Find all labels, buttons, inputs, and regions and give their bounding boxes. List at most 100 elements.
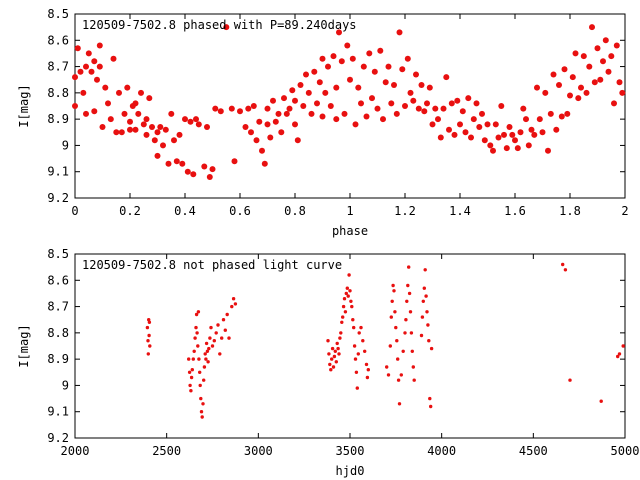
data-point xyxy=(563,268,568,272)
chart-title: 120509-7502.8 phased with P=89.240days xyxy=(82,18,357,32)
data-point xyxy=(396,378,401,382)
data-point xyxy=(202,378,206,382)
x-tick-label: 2 xyxy=(621,204,628,218)
y-tick-label: 8.9 xyxy=(47,352,69,366)
data-point xyxy=(221,318,226,322)
data-point xyxy=(184,168,191,175)
data-point xyxy=(227,336,231,340)
data-point xyxy=(406,283,410,288)
data-point xyxy=(617,352,622,356)
data-point xyxy=(451,131,458,138)
data-point xyxy=(250,103,257,109)
data-point xyxy=(470,116,477,123)
data-point xyxy=(338,336,342,340)
data-point xyxy=(371,68,378,75)
data-point xyxy=(143,116,150,123)
data-point xyxy=(369,95,375,102)
data-point xyxy=(316,79,323,86)
data-point xyxy=(118,129,125,136)
data-point xyxy=(340,320,344,324)
data-point xyxy=(481,137,488,144)
data-point xyxy=(168,110,175,117)
x-tick-label: 3500 xyxy=(336,444,365,458)
data-point xyxy=(146,352,150,356)
y-tick-label: 8.9 xyxy=(47,112,69,126)
data-point xyxy=(165,160,172,167)
data-point xyxy=(407,265,411,269)
data-point xyxy=(327,103,334,109)
data-point xyxy=(410,349,414,353)
data-point xyxy=(547,110,554,117)
x-tick-label: 0 xyxy=(71,204,78,218)
x-tick-label: 0.8 xyxy=(284,204,306,218)
data-point xyxy=(575,95,582,102)
phased-light-curve-panel: 0 0.2 0.4 0.6 0.8 1 1.2 1.4 1.6 1.8 2 8.5 8.6 8.7 8.8 8… xyxy=(17,7,629,238)
data-point xyxy=(338,58,345,65)
data-point xyxy=(556,82,562,88)
x-tick-label: 1.8 xyxy=(559,204,581,218)
y-tick-label: 8.8 xyxy=(47,86,69,100)
data-point xyxy=(429,404,433,409)
y-tick-label: 9.2 xyxy=(47,191,69,205)
data-point xyxy=(331,365,336,369)
data-point xyxy=(498,103,505,109)
y-tick-label: 9 xyxy=(62,138,69,152)
data-point xyxy=(396,29,403,36)
data-point xyxy=(253,137,260,144)
data-point xyxy=(195,331,199,335)
data-point xyxy=(194,312,199,317)
data-point xyxy=(352,344,357,348)
data-point xyxy=(534,84,540,91)
data-point xyxy=(459,108,466,115)
data-point xyxy=(199,410,204,414)
data-point xyxy=(448,100,455,107)
data-point xyxy=(314,100,320,107)
x-tick-label: 1.4 xyxy=(449,204,471,218)
data-point xyxy=(303,71,309,78)
data-point xyxy=(421,108,428,115)
data-point xyxy=(275,110,282,117)
data-point xyxy=(545,147,551,154)
data-point xyxy=(363,349,367,353)
data-point xyxy=(195,121,202,128)
x-tick-label: 0.4 xyxy=(174,204,196,218)
data-point xyxy=(204,124,210,130)
data-point xyxy=(415,105,422,112)
data-point xyxy=(389,315,393,319)
data-point xyxy=(200,415,204,419)
data-point xyxy=(457,121,463,128)
data-point xyxy=(91,108,98,115)
data-point xyxy=(189,389,193,393)
data-point xyxy=(393,310,397,314)
data-point xyxy=(413,71,419,78)
data-point xyxy=(85,50,92,57)
data-point xyxy=(207,346,211,351)
data-point xyxy=(230,304,234,309)
data-point xyxy=(397,402,402,406)
data-point xyxy=(88,68,95,75)
data-point xyxy=(468,134,474,141)
data-point xyxy=(91,58,98,65)
x-tick-label: 1.2 xyxy=(394,204,416,218)
data-point xyxy=(355,386,359,390)
unphased-light-curve-panel: 2000 2500 3000 3500 4000 4500 5000 8.5 8.6 8.7 8.8… xyxy=(17,247,639,478)
data-point xyxy=(354,370,359,374)
data-point xyxy=(611,100,617,107)
data-point xyxy=(182,116,188,123)
data-point xyxy=(225,312,229,317)
data-point xyxy=(569,74,576,81)
data-point xyxy=(410,97,417,104)
data-point xyxy=(408,310,413,314)
y-tick-label: 8.8 xyxy=(47,326,69,340)
data-point xyxy=(187,357,191,361)
data-point xyxy=(218,352,222,356)
data-point xyxy=(330,346,335,351)
data-point xyxy=(173,158,180,165)
data-point xyxy=(319,55,326,62)
data-point xyxy=(191,357,195,361)
data-point xyxy=(343,310,348,314)
data-point xyxy=(147,318,151,322)
data-point xyxy=(597,76,604,83)
data-point xyxy=(201,402,205,406)
data-point xyxy=(352,325,356,330)
